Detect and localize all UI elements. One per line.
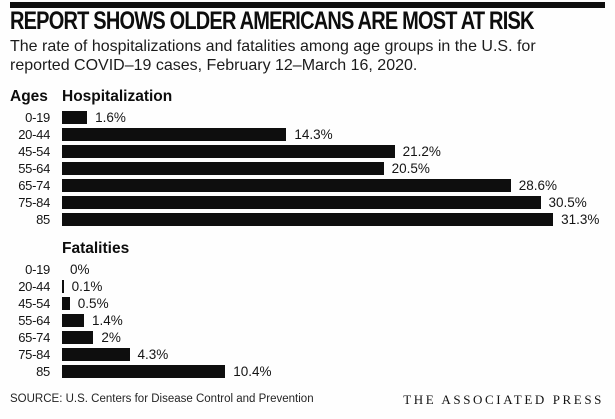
value-label: 0% xyxy=(70,262,90,277)
age-group-label: 20-44 xyxy=(18,279,50,294)
source-credit: SOURCE: U.S. Centers for Disease Control… xyxy=(10,393,314,405)
bar-row: 0-19 0% xyxy=(10,261,271,278)
bar-row: 85 10.4% xyxy=(10,363,271,380)
value-label: 30.5% xyxy=(548,195,587,210)
bar-row: 85 31.3% xyxy=(10,211,599,228)
value-label: 2% xyxy=(101,330,121,345)
age-group-label: 65-74 xyxy=(18,178,50,193)
value-label: 28.6% xyxy=(518,178,557,193)
age-group-label: 55-64 xyxy=(18,313,50,328)
bar-row: 75-84 30.5% xyxy=(10,194,599,211)
bar xyxy=(62,314,84,327)
bar-row: 45-54 21.2% xyxy=(10,143,599,160)
bar xyxy=(62,162,384,175)
bar-row: 0-19 1.6% xyxy=(10,109,599,126)
value-label: 20.5% xyxy=(391,161,430,176)
subheadline: The rate of hospitalizations and fatalit… xyxy=(10,38,536,74)
value-label: 1.4% xyxy=(92,313,123,328)
fatalities-bar-chart: 0-19 0% 20-44 0.1% 45-54 0.5% 55-64 1.4% 65-74 2%… xyxy=(10,261,271,380)
value-label: 10.4% xyxy=(233,364,272,379)
ages-column-header: Ages xyxy=(10,88,48,105)
bar-row: 75-84 4.3% xyxy=(10,346,271,363)
bar xyxy=(62,348,130,361)
bar-row: 65-74 28.6% xyxy=(10,177,599,194)
bar xyxy=(62,196,541,209)
bar-row: 20-44 14.3% xyxy=(10,126,599,143)
age-group-label: 75-84 xyxy=(18,347,50,362)
fatalities-chart-title: Fatalities xyxy=(62,240,130,257)
value-label: 1.6% xyxy=(95,110,126,125)
bar xyxy=(62,365,226,378)
age-group-label: 65-74 xyxy=(18,330,50,345)
value-label: 21.2% xyxy=(402,144,441,159)
bar xyxy=(62,280,64,293)
bar xyxy=(62,128,287,141)
ap-credit: THE ASSOCIATED PRESS xyxy=(403,392,604,407)
age-group-label: 75-84 xyxy=(18,195,50,210)
bar xyxy=(62,145,395,158)
age-group-label: 0-19 xyxy=(25,110,50,125)
bar-row: 55-64 1.4% xyxy=(10,312,271,329)
age-group-label: 45-54 xyxy=(18,296,50,311)
bar xyxy=(62,111,88,124)
value-label: 0.1% xyxy=(71,279,103,294)
bar-row: 65-74 2% xyxy=(10,329,271,346)
top-rule xyxy=(10,2,605,8)
bar xyxy=(62,213,554,226)
bar-row: 55-64 20.5% xyxy=(10,160,599,177)
bar-row: 45-54 0.5% xyxy=(10,295,271,312)
age-group-label: 45-54 xyxy=(18,144,50,159)
age-group-label: 0-19 xyxy=(25,262,50,277)
hospitalization-chart-title: Hospitalization xyxy=(62,88,173,105)
bar xyxy=(62,179,511,192)
bar xyxy=(62,331,94,344)
bar xyxy=(62,297,70,310)
bar-row: 20-44 0.1% xyxy=(10,278,271,295)
value-label: 0.5% xyxy=(77,296,109,311)
value-label: 14.3% xyxy=(294,127,333,142)
headline: REPORT SHOWS OLDER AMERICANS ARE MOST AT… xyxy=(10,7,534,35)
value-label: 31.3% xyxy=(561,212,600,227)
age-group-label: 85 xyxy=(36,212,50,227)
age-group-label: 20-44 xyxy=(18,127,50,142)
age-group-label: 55-64 xyxy=(18,161,50,176)
value-label: 4.3% xyxy=(137,347,169,362)
age-group-label: 85 xyxy=(36,364,50,379)
hospitalization-bar-chart: 0-19 1.6% 20-44 14.3% 45-54 21.2% 55-64 20.5% 65… xyxy=(10,109,599,228)
